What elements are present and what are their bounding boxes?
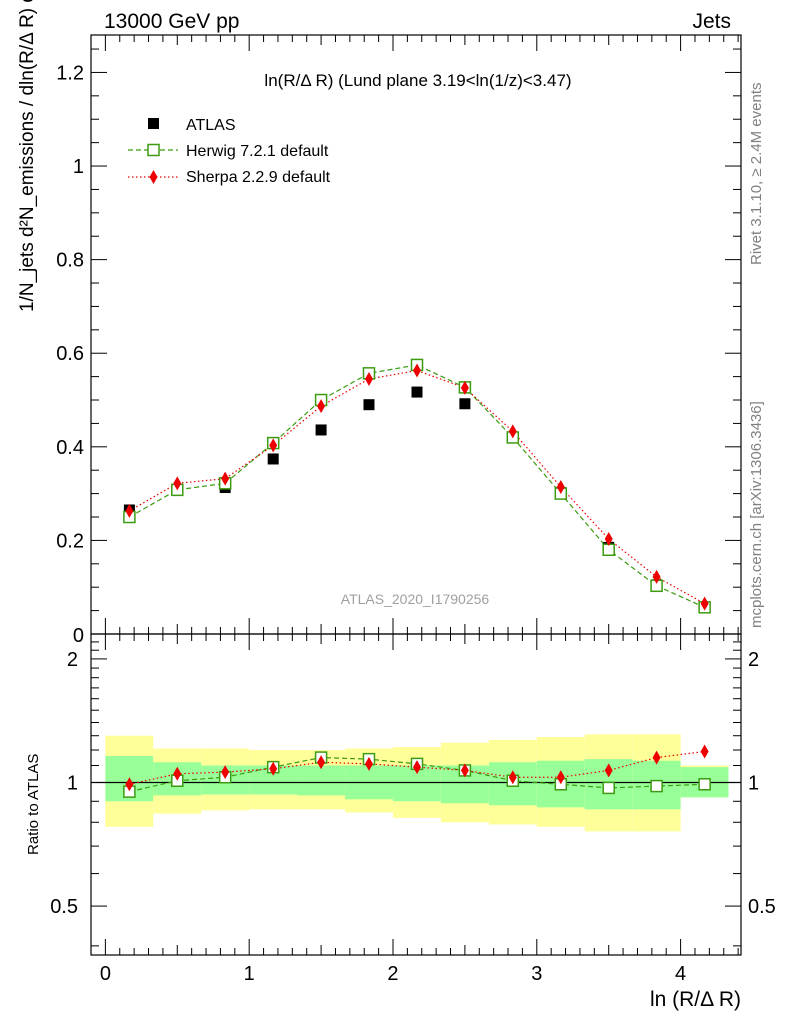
legend-marker-atlas [148,118,159,129]
ratio-y-axis-label: Ratio to ATLAS [25,754,42,855]
main-y-tick-label: 0.4 [56,437,84,459]
atlas-point [315,424,327,436]
analysis-watermark: ATLAS_2020_I1790256 [341,591,490,607]
main-y-tick-label: 0.6 [56,343,84,365]
sherpa-ratio-point [125,777,134,792]
sherpa-ratio-point [317,755,326,770]
atlas-point [411,386,423,398]
ratio-y-tick-label: 1 [67,772,78,794]
herwig-ratio-point [698,778,711,791]
x-tick-label: 3 [531,963,542,985]
legend-label-herwig: Herwig 7.2.1 default [186,143,329,160]
sherpa-ratio-point [508,770,517,785]
sherpa-point [604,532,613,547]
sherpa-ratio-point [556,770,565,785]
legend-marker-herwig [147,143,160,157]
atlas-point [267,453,279,465]
ratio-y-tick-label-right: 1 [748,772,759,794]
atlas-point [363,399,375,411]
sherpa-ratio-point [173,766,182,781]
sherpa-point [125,503,134,518]
sherpa-point [700,596,709,611]
sherpa-point [413,363,422,378]
sherpa-ratio-point [652,750,661,765]
main-y-tick-label: 0.2 [56,530,84,552]
sherpa-point [221,471,230,486]
sherpa-ratio-point [700,744,709,759]
main-y-tick-label: 1.2 [56,62,84,84]
sherpa-ratio-point [460,763,469,778]
rivet-label: Rivet 3.1.10, ≥ 2.4M events [748,83,765,266]
sherpa-ratio-point [604,763,613,778]
legend-label-atlas: ATLAS [186,117,236,134]
sherpa-ratio-point [221,765,230,780]
x-tick-label: 4 [675,963,686,985]
ratio-uncertainty-bands [91,734,741,832]
legend: ATLAS Herwig 7.2.1 default Sherpa 2.2.9 … [128,117,331,186]
plot-title: ln(R/Δ R) (Lund plane 3.19<ln(1/z)<3.47) [264,71,571,90]
x-tick-label: 0 [100,963,111,985]
sherpa-line [129,369,705,605]
herwig-ratio-point [650,779,663,793]
sherpa-point [652,569,661,584]
herwig-line [129,364,705,608]
header-right: Jets [692,10,731,33]
sherpa-ratio-point [364,756,373,771]
header-left: 13000 GeV pp [104,10,239,33]
main-y-tick-label: 1 [73,156,84,178]
x-axis-label: ln (R/Δ R) [650,988,741,1011]
herwig-ratio-point [602,781,615,795]
main-y-axis-label: 1/N_jets d²N_emissions / dln(R/Δ R) dln(… [17,0,38,312]
mcplots-label: mcplots.cern.ch [arXiv:1306.3436] [748,401,765,628]
ratio-y-tick-label: 2 [67,649,78,671]
ratio-y-tick-label-right: 0.5 [748,896,776,918]
main-y-tick-label: 0.8 [56,250,84,272]
x-tick-label: 1 [244,963,255,985]
sherpa-point [364,371,373,386]
atlas-point [459,398,471,410]
sherpa-point [269,438,278,453]
legend-marker-sherpa [149,170,158,184]
band-inner-bin [297,765,346,796]
ratio-y-tick-label-right: 2 [748,649,759,671]
sherpa-ratio-point [413,760,422,775]
sherpa-point [317,399,326,414]
ratio-y-tick-label: 0.5 [50,896,78,918]
legend-label-sherpa: Sherpa 2.2.9 default [186,169,331,186]
main-y-tick-label-zero: 0 [73,625,84,647]
ratio-plot-frame [90,633,742,956]
sherpa-point [173,476,182,491]
x-tick-label: 2 [387,963,398,985]
sherpa-ratio-point [269,761,278,776]
sherpa-point [460,380,469,395]
sherpa-point [508,424,517,439]
sherpa-point [556,480,565,495]
